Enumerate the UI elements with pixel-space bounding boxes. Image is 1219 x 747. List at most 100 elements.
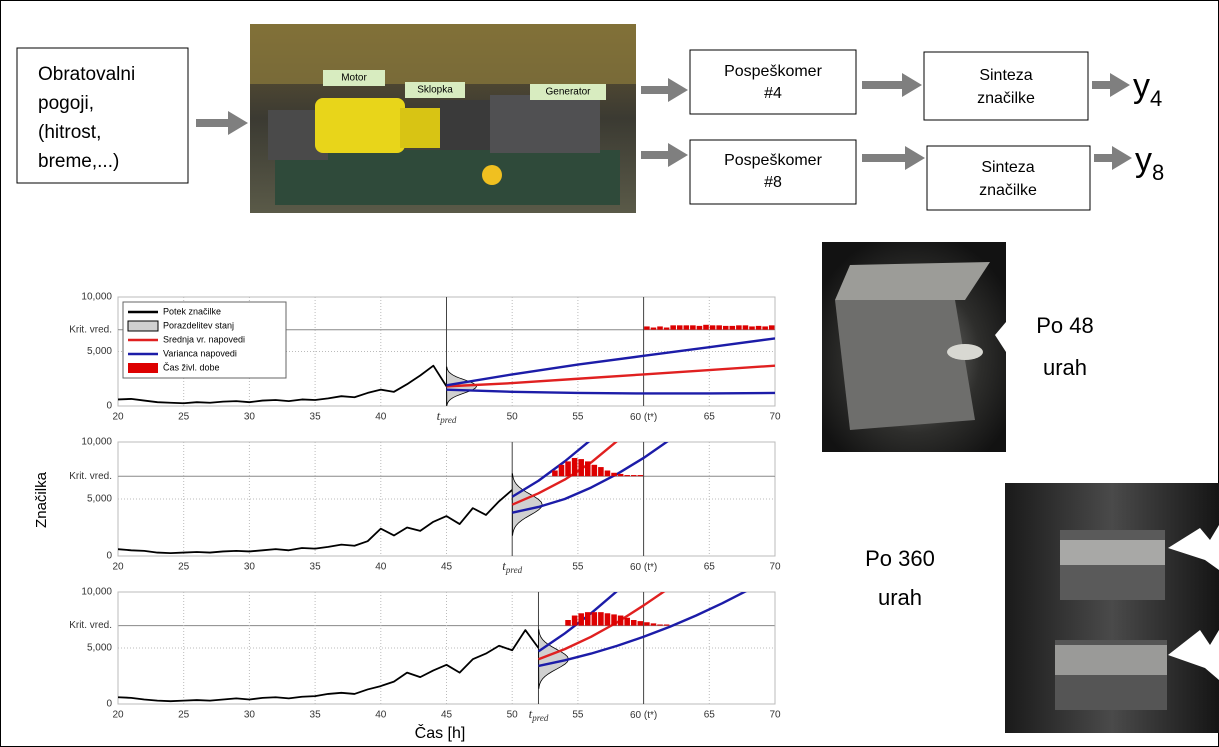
histogram-bar [657, 326, 663, 330]
histogram-bar [663, 327, 670, 330]
photo-label: Sklopka [417, 85, 453, 96]
output-label: y8 [1135, 141, 1164, 185]
histogram-bar [768, 325, 775, 330]
photo-label: Motor [341, 73, 367, 84]
x-tick-label: 20 [112, 562, 124, 573]
y-tick-label: Krit. vred. [69, 324, 112, 335]
chart-panel: 0 5,000 Krit. vred. 10,000 20 25 30 35 40 tpred 50… [69, 292, 781, 425]
histogram-bar [617, 615, 624, 626]
histogram-bar [584, 612, 591, 626]
prediction-line [538, 592, 747, 668]
photo-label-tag [405, 82, 465, 98]
x-tick-label: 45 [441, 562, 453, 573]
input-text: Obratovalni [38, 64, 135, 85]
arrows [196, 73, 1132, 170]
x-tick-label: 20 [112, 710, 124, 721]
x-tick-label: 30 [244, 710, 256, 721]
histogram-bar [598, 467, 604, 477]
tick-text: t [437, 408, 441, 423]
tick-sub: pred [439, 415, 457, 425]
x-tick-label: 55 [572, 562, 584, 573]
tick-sub: pred [505, 565, 523, 575]
histogram-bar [722, 325, 729, 330]
plot-content [118, 442, 669, 555]
feature-box [926, 145, 1091, 211]
feature-text: Sinteza [981, 159, 1034, 176]
sensor-text: #8 [764, 174, 782, 191]
feature-box [923, 51, 1089, 121]
feature-text: značilke [977, 90, 1035, 107]
sensor-box [689, 139, 857, 205]
prediction-line [446, 388, 775, 395]
x-tick-label: 70 [769, 710, 781, 721]
x-tick-label: 60 (t*) [630, 710, 657, 721]
y-axis-label: Značilka [33, 471, 50, 528]
y-tick-label: 10,000 [81, 292, 112, 303]
wear-photo [822, 242, 1006, 452]
x-tick-label: 60 (t*) [630, 412, 657, 423]
output-base: y [1133, 67, 1150, 105]
legend-label: Potek značilke [163, 306, 221, 316]
histogram-bar [644, 326, 650, 330]
x-tick-label: 20 [112, 412, 124, 423]
photo-label: Generator [545, 87, 591, 98]
y-tick-label: 10,000 [81, 437, 112, 448]
x-tick-label: 65 [704, 562, 716, 573]
histogram-bar [637, 475, 644, 477]
input-text: (hitrost, [38, 122, 101, 143]
histogram-bar [650, 327, 657, 330]
legend-label: Čas živl. dobe [163, 362, 220, 372]
x-tick-label: 50 [507, 412, 519, 423]
legend-label: Srednja vr. napovedi [163, 334, 245, 344]
x-tick-label: 35 [310, 562, 322, 573]
x-tick-label: 50 [507, 710, 519, 721]
x-tick-label: 30 [244, 562, 256, 573]
prediction-line [538, 592, 666, 661]
histogram-bar [611, 472, 617, 477]
histogram-bar [598, 612, 604, 626]
histogram-bar [644, 622, 650, 626]
photo-caption: Po 48 [1036, 313, 1094, 338]
x-tick-label: 55 [572, 710, 584, 721]
input-text: pogoji, [38, 93, 94, 114]
chart-panel: 0 5,000 Krit. vred. 10,000 20 25 30 35 40 45 50 tpr… [69, 587, 781, 743]
histogram-bar [637, 621, 644, 626]
sensor-box [689, 49, 857, 115]
histogram-bar [696, 325, 703, 330]
output-sub: 4 [1150, 86, 1162, 111]
histogram-bar [617, 473, 624, 477]
prediction-line [511, 442, 618, 506]
feature-text: Sinteza [979, 67, 1032, 84]
y-tick-label: 0 [106, 699, 112, 710]
histogram-bar [762, 326, 768, 330]
photo-label-tag [530, 84, 606, 100]
x-tick-label: 40 [375, 412, 387, 423]
x-tick-label: 70 [769, 412, 781, 423]
feature-line [118, 629, 540, 703]
output-label: y4 [1133, 67, 1162, 111]
x-tick-label: 40 [375, 562, 387, 573]
sensor-text: #4 [764, 85, 782, 102]
feature-line [118, 364, 448, 405]
histogram-bar [690, 325, 696, 330]
tick-text: 60 (t*) [630, 562, 657, 573]
y-tick-label: 5,000 [87, 346, 112, 357]
x-tick-label: tpred [437, 408, 457, 425]
histogram-bar [630, 620, 637, 626]
tick-text: t [529, 706, 533, 721]
x-tick-label: 70 [769, 562, 781, 573]
histogram-bar [749, 326, 755, 330]
feature-line [118, 489, 513, 555]
x-axis-label: Čas [h] [415, 723, 466, 742]
histogram-bar [578, 459, 584, 477]
wear-photo [1005, 483, 1219, 733]
histogram-bar [742, 325, 749, 330]
x-tick-label: tpred [502, 558, 522, 575]
histogram-bar [670, 325, 676, 330]
tick-sub: pred [531, 713, 549, 723]
histogram-bar [729, 325, 736, 330]
photo-caption: urah [878, 585, 922, 610]
y-tick-label: 5,000 [87, 643, 112, 654]
histogram-bar [683, 325, 690, 330]
histogram-bar [611, 614, 617, 626]
